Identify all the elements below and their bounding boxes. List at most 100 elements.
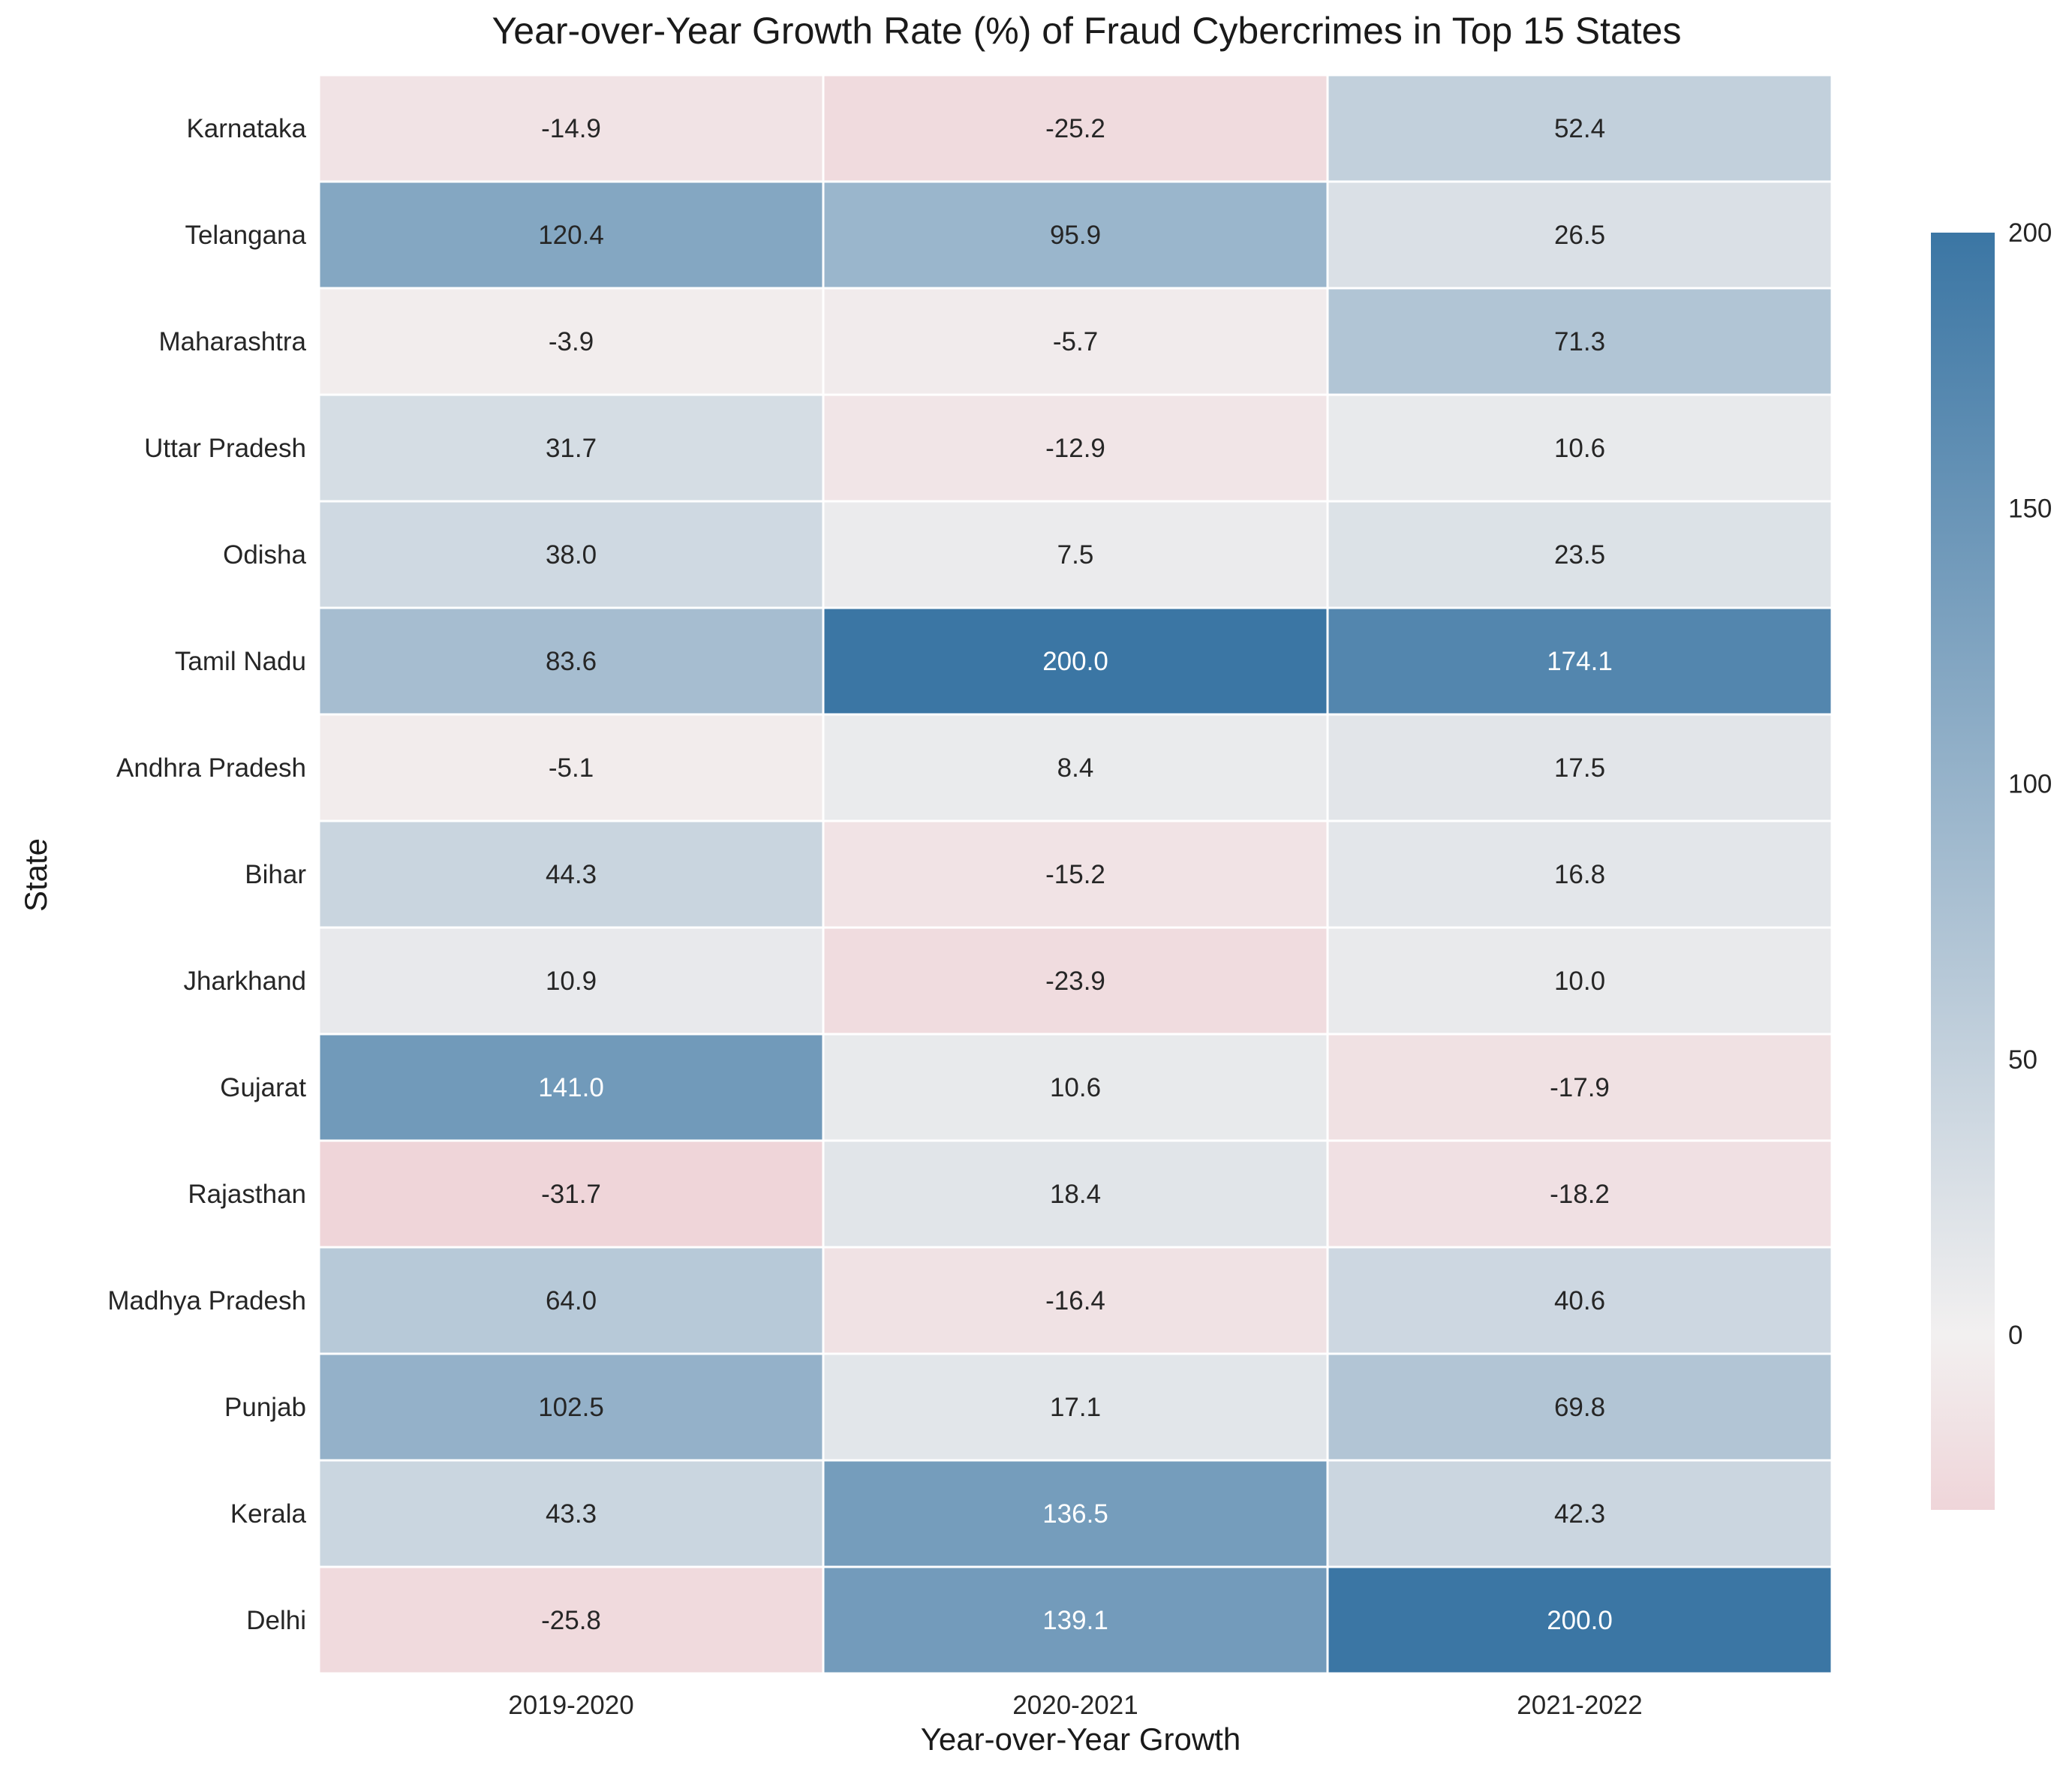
cell-value-label: 10.6	[1554, 434, 1605, 463]
heatmap-cell	[317, 180, 825, 290]
heatmap-cell	[317, 500, 825, 609]
row-tick-label: Delhi	[246, 1606, 306, 1635]
heatmap-cell	[317, 1459, 825, 1568]
heatmap-cell	[1326, 393, 1833, 503]
heatmap-cell	[1326, 1139, 1833, 1249]
row-tick-label: Punjab	[224, 1393, 306, 1422]
row-tick-label: Jharkhand	[184, 967, 306, 996]
heatmap-cell	[1326, 74, 1833, 183]
row-tick-label: Kerala	[230, 1499, 307, 1529]
colorbar-tick-label: 150	[2008, 494, 2052, 523]
heatmap-cell	[317, 1033, 825, 1142]
cell-value-label: -23.9	[1045, 967, 1105, 996]
cell-value-label: 7.5	[1057, 540, 1094, 570]
column-labels: 2019-2020 2020-2021 2021-2022	[508, 1691, 1642, 1720]
heatmap-cell	[317, 1352, 825, 1462]
cell-value-label: 139.1	[1042, 1606, 1108, 1635]
colorbar-tick-label: 100	[2008, 770, 2052, 799]
row-tick-label: Madhya Pradesh	[107, 1286, 306, 1315]
heatmap-cell	[317, 393, 825, 503]
heatmap-cell	[317, 926, 825, 1036]
cell-value-label: -31.7	[541, 1180, 601, 1209]
heatmap-cell	[1326, 500, 1833, 609]
cell-value-label: 200.0	[1042, 647, 1108, 676]
cell-value-label: 16.8	[1554, 860, 1605, 889]
row-tick-label: Telangana	[185, 221, 306, 250]
heatmap-cell	[822, 500, 1329, 609]
cell-value-label: 95.9	[1050, 221, 1101, 250]
heatmap-cell	[822, 287, 1329, 396]
colorbar-tick-label: 0	[2008, 1321, 2022, 1350]
cell-value-label: 44.3	[546, 860, 597, 889]
cell-value-label: -25.2	[1045, 114, 1105, 143]
heatmap-cell	[822, 74, 1329, 183]
heatmap-cell	[1326, 713, 1833, 822]
cell-value-label: 10.9	[546, 967, 597, 996]
row-tick-label: Odisha	[223, 540, 306, 570]
row-tick-label: Gujarat	[220, 1073, 306, 1102]
cell-value-label: 42.3	[1554, 1499, 1605, 1529]
cell-value-label: 17.5	[1554, 753, 1605, 783]
heatmap-cell	[317, 819, 825, 929]
colorbar-ticks: 0 50 100 150 200	[2008, 218, 2052, 1350]
heatmap-cell	[317, 1139, 825, 1249]
x-axis-label: Year-over-Year Growth	[921, 1721, 1240, 1757]
cell-value-label: 23.5	[1554, 540, 1605, 570]
heatmap-cell	[1326, 1459, 1833, 1568]
row-tick-label: Andhra Pradesh	[116, 753, 306, 783]
cell-value-label: -25.8	[541, 1606, 601, 1635]
cell-value-label: 71.3	[1554, 327, 1605, 356]
heatmap-cell	[317, 1565, 825, 1675]
cell-value-label: 69.8	[1554, 1393, 1605, 1422]
cell-value-label: -17.9	[1550, 1073, 1610, 1102]
heatmap-cell	[1326, 926, 1833, 1036]
cell-value-label: -5.7	[1053, 327, 1098, 356]
heatmap-cell	[822, 1352, 1329, 1462]
cell-value-label: 43.3	[546, 1499, 597, 1529]
row-tick-label: Tamil Nadu	[175, 647, 306, 676]
cell-value-label: -18.2	[1550, 1180, 1610, 1209]
heatmap-cell	[1326, 606, 1833, 716]
y-axis-label: State	[18, 838, 53, 912]
heatmap-cell	[822, 1246, 1329, 1355]
cell-value-label: 102.5	[538, 1393, 604, 1422]
column-tick-label: 2019-2020	[508, 1691, 633, 1720]
cell-value-label: 120.4	[538, 221, 604, 250]
heatmap-cell	[1326, 1352, 1833, 1462]
row-labels: Karnataka Telangana Maharashtra Uttar Prade…	[107, 114, 306, 1635]
row-tick-label: Maharashtra	[159, 327, 307, 356]
cell-value-label: 26.5	[1554, 221, 1605, 250]
cell-value-label: 174.1	[1547, 647, 1613, 676]
cell-value-label: 10.6	[1050, 1073, 1101, 1102]
heatmap-cell	[822, 606, 1329, 716]
heatmap-cell	[1326, 1033, 1833, 1142]
heatmap-cell	[822, 1033, 1329, 1142]
heatmap-cell	[822, 819, 1329, 929]
cell-value-label: 200.0	[1547, 1606, 1613, 1635]
cell-value-label: -12.9	[1045, 434, 1105, 463]
cell-value-label: -3.9	[549, 327, 594, 356]
cell-value-label: -14.9	[541, 114, 601, 143]
heatmap-cell	[1326, 1246, 1833, 1355]
heatmap-cell	[317, 713, 825, 822]
heatmap-cells: -14.9 -25.2 52.4 120.4 95.9 26.5 -3.9 -5.7 71.3 3…	[317, 74, 1833, 1675]
cell-value-label: -5.1	[549, 753, 594, 783]
row-tick-label: Bihar	[245, 860, 306, 889]
heatmap-cell	[822, 180, 1329, 290]
cell-value-label: -15.2	[1045, 860, 1105, 889]
heatmap-cell	[1326, 180, 1833, 290]
cell-value-label: 38.0	[546, 540, 597, 570]
cell-value-label: 31.7	[546, 434, 597, 463]
cell-value-label: 10.0	[1554, 967, 1605, 996]
cell-value-label: 83.6	[546, 647, 597, 676]
cell-value-label: 64.0	[546, 1286, 597, 1315]
cell-value-label: 136.5	[1042, 1499, 1108, 1529]
heatmap-cell	[822, 713, 1329, 822]
column-tick-label: 2021-2022	[1517, 1691, 1642, 1720]
heatmap-cell	[1326, 1565, 1833, 1675]
cell-value-label: 18.4	[1050, 1180, 1101, 1209]
row-tick-label: Karnataka	[186, 114, 306, 143]
heatmap-cell	[317, 74, 825, 183]
colorbar	[1931, 233, 1995, 1510]
row-tick-label: Rajasthan	[188, 1180, 306, 1209]
